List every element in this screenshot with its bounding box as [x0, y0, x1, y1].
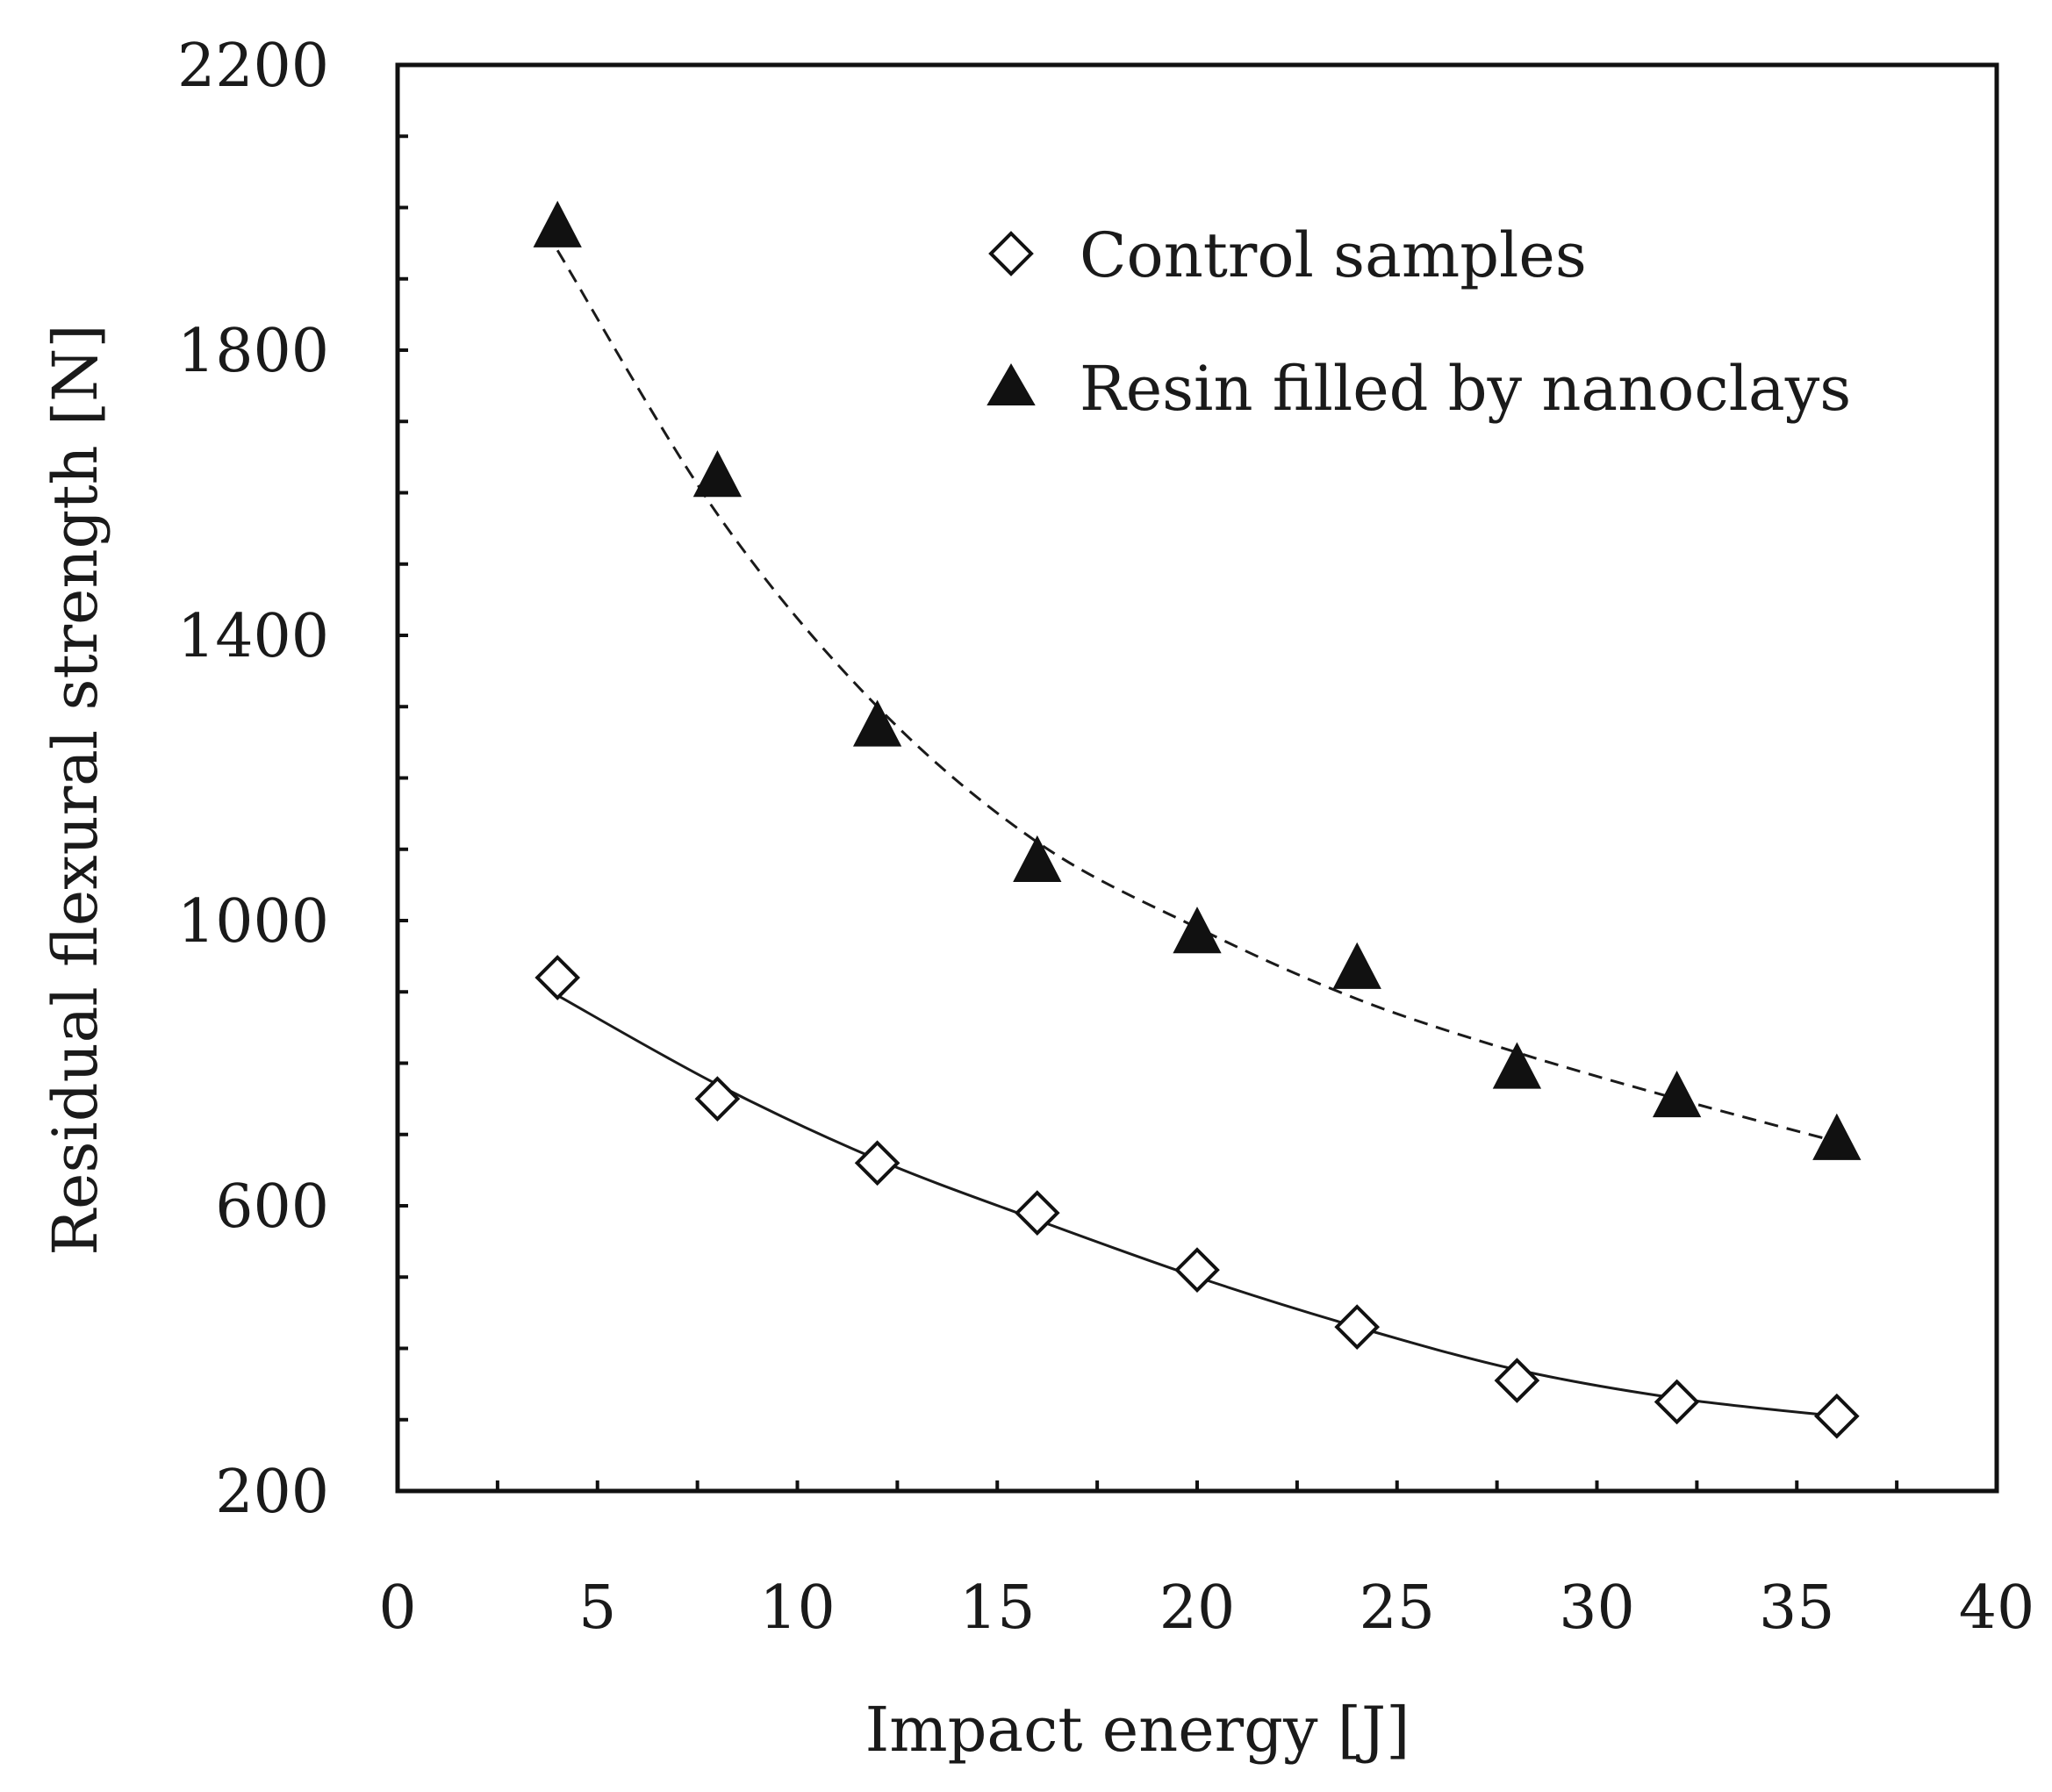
- x-tick-label: 5: [578, 1573, 616, 1643]
- fit-curve-control-samples: [556, 993, 1837, 1418]
- x-tick-label: 10: [759, 1573, 836, 1643]
- y-tick-label: 600: [215, 1172, 329, 1242]
- marker-resin-nanoclays: [533, 200, 582, 247]
- y-axis-title: Residual flexural strength [N]: [39, 324, 111, 1255]
- marker-control-samples: [1174, 1247, 1220, 1293]
- marker-control-samples: [535, 955, 581, 1000]
- marker-resin-nanoclays: [1013, 835, 1062, 882]
- x-tick-label: 40: [1959, 1573, 2035, 1643]
- x-axis-title: Impact energy [J]: [865, 1694, 1410, 1766]
- x-tick-label: 15: [959, 1573, 1036, 1643]
- marker-control-samples: [694, 1076, 741, 1122]
- y-tick-label: 1000: [177, 887, 329, 957]
- y-tick-label: 1400: [177, 602, 329, 671]
- y-tick-label: 200: [215, 1458, 329, 1527]
- marker-resin-nanoclays: [1652, 1070, 1702, 1118]
- y-tick-label: 1800: [177, 317, 329, 386]
- marker-resin-nanoclays: [1492, 1042, 1542, 1089]
- legend-marker-resin-nanoclays: [987, 363, 1036, 405]
- marker-resin-nanoclays: [1812, 1113, 1862, 1160]
- marker-control-samples: [1334, 1304, 1381, 1350]
- marker-resin-nanoclays: [692, 450, 743, 498]
- x-tick-label: 35: [1759, 1573, 1835, 1643]
- marker-resin-nanoclays: [852, 699, 902, 747]
- fit-curves: [556, 249, 1838, 1418]
- x-tick-label: 25: [1359, 1573, 1435, 1643]
- x-tick-label: 0: [378, 1573, 416, 1643]
- marker-resin-nanoclays: [1173, 907, 1222, 954]
- minor-ticks: [396, 63, 1998, 1493]
- legend-label-resin-nanoclays: Resin filled by nanoclays: [1080, 353, 1851, 425]
- legend-marker-control-samples: [988, 231, 1034, 276]
- y-tick-label: 2200: [177, 32, 329, 101]
- marker-control-samples: [1654, 1379, 1700, 1425]
- fit-curve-resin-nanoclays: [556, 249, 1838, 1143]
- x-tick-label: 20: [1159, 1573, 1236, 1643]
- x-tick-label: 30: [1559, 1573, 1635, 1643]
- legend-label-control-samples: Control samples: [1080, 219, 1587, 291]
- marker-control-samples: [854, 1140, 900, 1186]
- marker-control-samples: [1494, 1358, 1540, 1403]
- marker-control-samples: [1813, 1393, 1860, 1439]
- data-markers: [533, 200, 1862, 1439]
- marker-control-samples: [1014, 1190, 1060, 1236]
- marker-resin-nanoclays: [1332, 942, 1381, 989]
- x-tick-labels: 0 5 10 15 20 25 30 35 40: [378, 1573, 2034, 1643]
- legend: Control samples Resin filled by nanoclay…: [987, 219, 1851, 425]
- y-tick-labels: 200 600 1000 1400 1800 2200: [177, 32, 329, 1527]
